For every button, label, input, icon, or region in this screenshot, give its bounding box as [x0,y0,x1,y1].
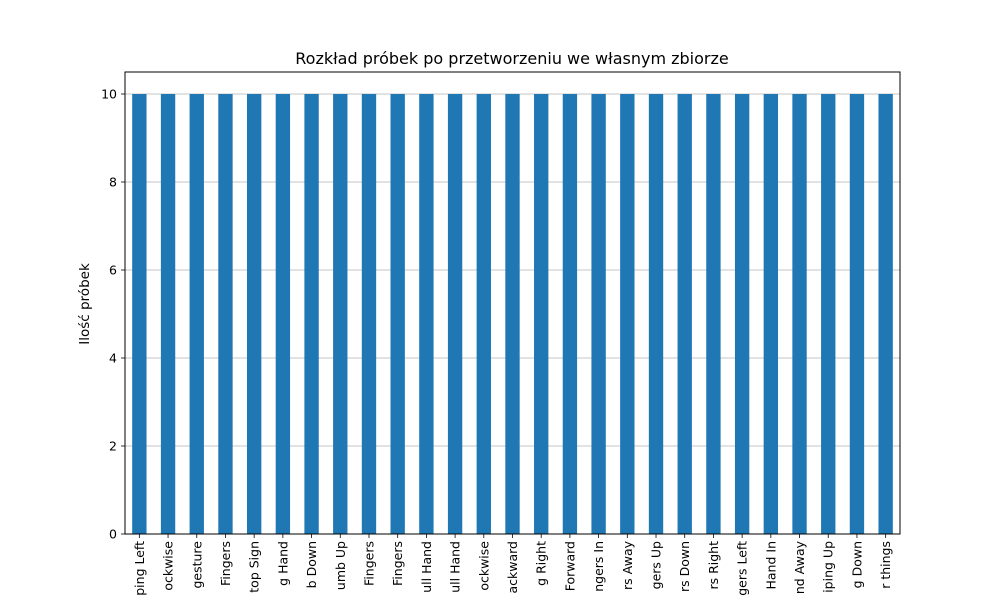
bar [304,94,319,534]
bar [706,94,721,534]
bar [390,94,405,534]
bar [534,94,549,534]
bar [763,94,779,534]
x-tick-label: gers Up [649,541,664,589]
bars [132,94,893,534]
y-tick-label: 6 [109,263,117,278]
x-tick-label: b Down [304,541,319,588]
x-tick-label: top Sign [247,541,262,593]
x-tick-label: umb Up [333,541,348,590]
chart-title: Rozkład próbek po przetworzeniu we własn… [295,49,728,68]
y-tick-label: 4 [109,351,117,366]
x-tick-label: ockwise [476,541,491,591]
bar [677,94,692,534]
x-tick-label: Fingers [218,541,233,586]
y-tick-label: 10 [101,87,117,102]
x-tick-label: g Hand [275,541,290,586]
bar [505,94,520,534]
x-tick-label: rs Down [677,541,692,592]
bar [878,94,893,534]
x-tick-label: Hand In [763,541,778,590]
x-tick-label: Forward [562,541,577,591]
x-tick-label: ackward [505,541,520,594]
y-axis-ticks: 0 2 4 6 8 10 [101,87,125,542]
bar [246,94,262,534]
x-tick-label: rs Away [620,540,635,590]
bar [476,94,491,534]
y-tick-label: 0 [109,527,117,542]
bar [648,94,664,534]
bar [132,94,147,534]
y-axis-label: Ilość próbek [77,263,93,345]
bar [620,94,635,534]
bar [160,94,176,534]
bar [333,94,348,534]
bar [849,94,865,534]
x-tick-label: gesture [189,541,204,589]
x-tick-label: ull Hand [448,541,463,593]
x-tick-label: g Down [849,541,864,588]
x-tick-label: ockwise [161,541,176,591]
x-tick-label: rs Right [706,541,721,590]
bar [189,94,204,534]
bar [562,94,578,534]
y-tick-label: 2 [109,439,117,454]
x-tick-label: nd Away [792,540,807,594]
bar [361,94,377,534]
x-tick-label: g Right [534,541,549,586]
x-tick-label: Fingers [390,541,405,586]
x-tick-label: gers Left [735,541,750,596]
bar [275,94,291,534]
plot-frame [124,71,901,535]
bar [821,94,836,534]
x-tick-label: ping Left [132,541,147,596]
bar [419,94,434,534]
x-tick-label: r things [878,541,893,589]
bar [218,94,233,534]
x-tick-label: ngers In [591,541,606,592]
bar [734,94,750,534]
bar [447,94,463,534]
y-tick-label: 8 [109,175,117,190]
bar [591,94,606,534]
x-axis-ticks: ping Left ockwise gesture Fingers top Sign g … [132,534,893,596]
x-tick-label: ull Hand [419,541,434,593]
x-tick-label: Fingers [361,541,376,586]
x-tick-label: iping Up [821,541,836,593]
bar [792,94,807,534]
